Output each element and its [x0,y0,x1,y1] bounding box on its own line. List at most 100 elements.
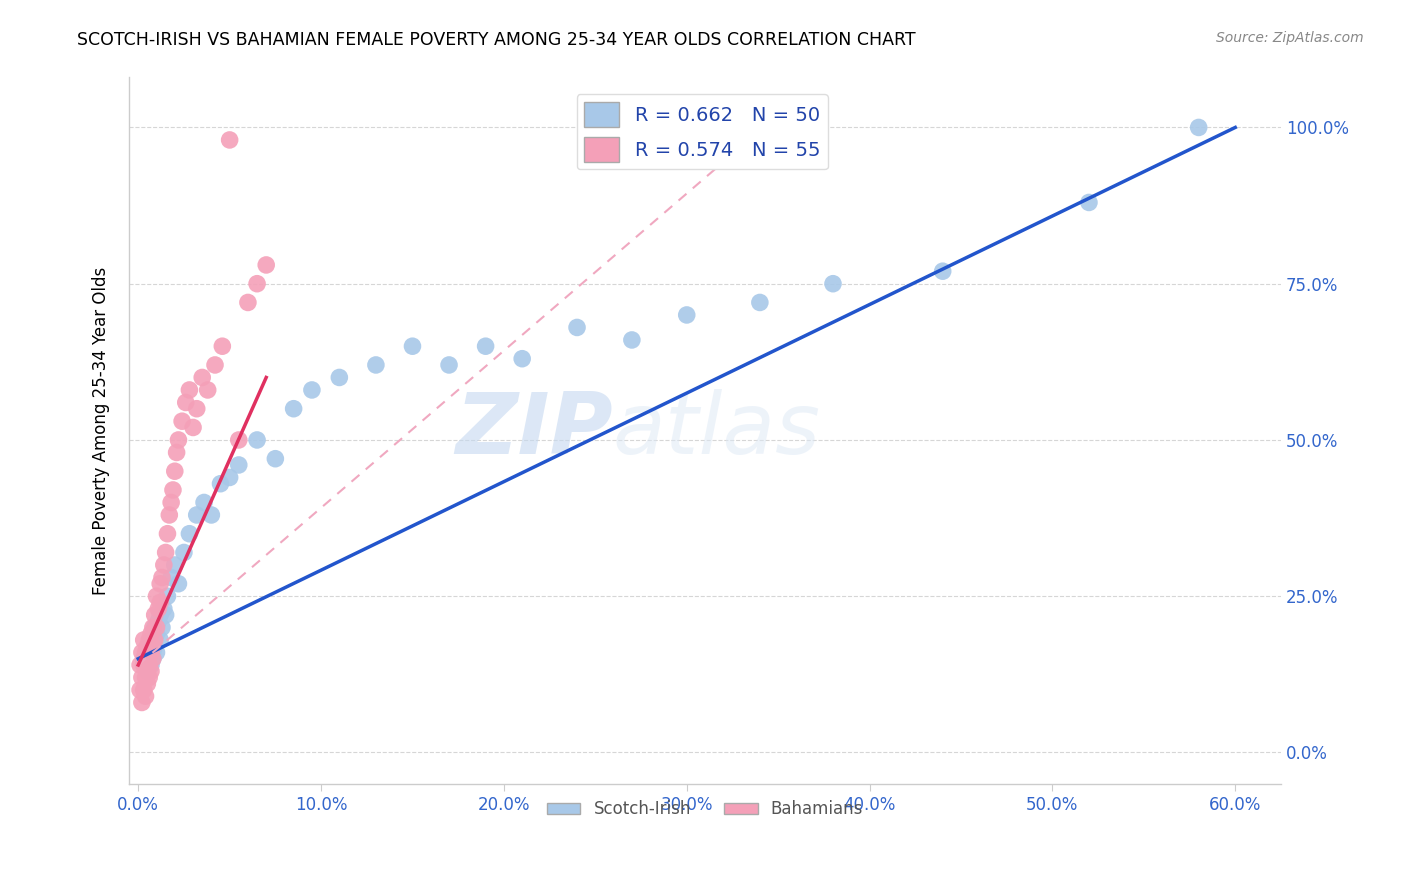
Point [138,632,160,647]
Point [186,508,208,522]
Point [149,595,172,609]
Point [145,645,167,659]
Point [228,433,250,447]
Point [138,639,160,653]
Point [155,607,177,622]
Point [132,657,155,672]
Point [138,657,160,672]
Point [328,370,350,384]
Text: Source: ZipAtlas.com: Source: ZipAtlas.com [1216,31,1364,45]
Point [474,339,496,353]
Point [136,645,159,659]
Point [200,508,222,522]
Point [565,320,588,334]
Point [197,383,219,397]
Point [149,607,172,622]
Point [145,626,167,640]
Point [139,664,162,678]
Point [136,664,159,678]
Point [186,401,208,416]
Point [620,333,643,347]
Point [301,383,323,397]
Point [149,576,172,591]
Point [143,607,166,622]
Point [160,495,183,509]
Point [675,308,697,322]
Point [149,632,172,647]
Point [132,651,155,665]
Point [748,295,770,310]
Point [138,671,160,685]
Point [131,645,153,659]
Point [148,614,170,628]
Point [283,401,305,416]
Point [209,476,232,491]
Point [155,545,177,559]
Point [179,526,201,541]
Point [246,433,269,447]
Point [142,651,165,665]
Point [132,683,155,698]
Point [142,651,165,665]
Point [139,657,162,672]
Point [129,657,152,672]
Point [218,470,240,484]
Point [246,277,269,291]
Point [142,620,165,634]
Point [136,664,159,678]
Y-axis label: Female Poverty Among 25-34 Year Olds: Female Poverty Among 25-34 Year Olds [93,267,110,595]
Point [191,370,214,384]
Point [139,632,162,647]
Point [139,626,162,640]
Point [218,133,240,147]
Text: atlas: atlas [613,389,821,472]
Point [156,526,179,541]
Point [181,420,204,434]
Point [153,601,176,615]
Point [136,677,159,691]
Point [150,570,173,584]
Point [931,264,953,278]
Point [143,620,166,634]
Point [437,358,460,372]
Point [179,383,201,397]
Point [135,671,157,685]
Point [138,651,160,665]
Point [135,645,157,659]
Point [160,570,183,584]
Point [821,277,844,291]
Point [193,495,215,509]
Point [173,545,195,559]
Point [364,358,387,372]
Point [204,358,226,372]
Point [166,445,188,459]
Point [236,295,259,310]
Point [136,651,159,665]
Point [211,339,233,353]
Point [148,601,170,615]
Point [145,620,167,634]
Point [132,632,155,647]
Point [156,589,179,603]
Point [139,645,162,659]
Point [136,639,159,653]
Point [228,458,250,472]
Point [150,620,173,634]
Point [163,464,186,478]
Point [145,589,167,603]
Point [401,339,423,353]
Point [143,632,166,647]
Point [135,657,157,672]
Point [1078,195,1101,210]
Point [172,414,194,428]
Point [167,433,190,447]
Point [135,690,157,704]
Point [510,351,533,366]
Legend: Scotch-Irish, Bahamians: Scotch-Irish, Bahamians [540,794,870,825]
Point [153,558,176,572]
Point [131,696,153,710]
Point [174,395,197,409]
Text: ZIP: ZIP [456,389,613,472]
Point [142,645,165,659]
Point [131,671,153,685]
